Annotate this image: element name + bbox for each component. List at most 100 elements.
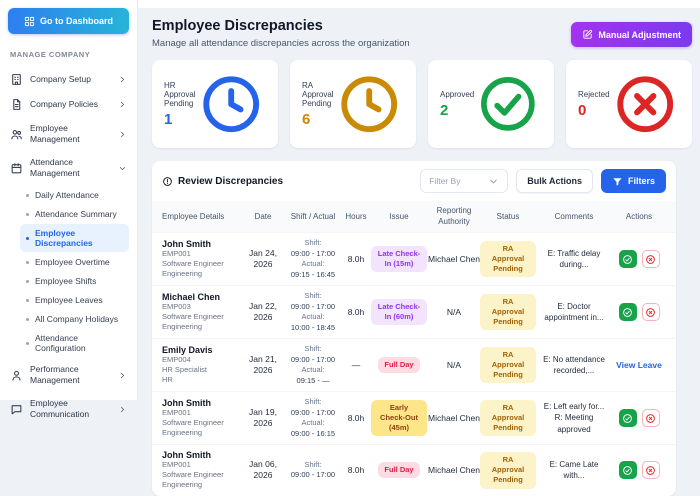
employee-dept: Engineering [162,322,203,332]
employee-details-cell: John Smith EMP001 Software Engineer Enginee… [162,398,242,438]
shift-label: Shift: [304,459,322,469]
issue-badge: Late Check-In (60m) [371,299,427,326]
sidebar-subitem-label: Employee Discrepancies [35,228,93,249]
comment-line: E: Came Late with... [549,459,599,481]
check-circle-icon [622,465,633,476]
filters-button[interactable]: Filters [600,169,666,194]
shift-value: 09:00 - 17:00 [290,301,336,311]
comment-line: R: Meeting approved [554,413,594,434]
users-icon [10,128,23,141]
manual-adjustment-button[interactable]: Manual Adjustment [571,22,692,47]
status-cell: RA Approval Pending [480,452,536,489]
alert-circle-icon [162,176,173,187]
actual-label: Actual: [301,418,325,428]
actual-label: Actual: [301,365,325,375]
sidebar-item-company-setup[interactable]: Company Setup [8,67,129,92]
x-circle-icon [645,254,656,265]
sidebar-item-employee-management[interactable]: Employee Management [8,117,129,151]
filter-by-placeholder: Filter By [429,176,461,187]
employee-name: John Smith [162,450,211,461]
column-header-shift-actual: Shift / Actual [290,211,336,221]
sidebar-item-employee-leaves[interactable]: Employee Leaves [20,291,129,309]
bulk-actions-button[interactable]: Bulk Actions [516,169,593,194]
stat-text: Approved 2 [440,90,474,119]
reject-button[interactable] [641,409,660,428]
sidebar-item-attendance-summary[interactable]: Attendance Summary [20,205,129,223]
sidebar-item-label: Employee Communication [30,398,90,420]
comment-line: E: Doctor appointment in... [544,301,604,323]
column-header-comments: Comments [554,211,594,221]
check-circle-icon [622,307,633,318]
stat-text: RA Approval Pending 6 [302,81,334,128]
employee-id: EMP001 [162,249,191,259]
employee-id: EMP004 [162,355,191,365]
bullet-dot [26,279,29,283]
bullet-dot [26,298,29,302]
stat-value: 0 [578,101,587,119]
shift-label: Shift: [304,291,322,301]
comments-cell: E: No attendance recorded,... [536,354,612,377]
shift-actual-cell: Shift: 09:00 - 17:00 Actual: 09:00 - 16:15 [284,397,342,439]
table-row: Michael Chen EMP003 Software Engineer Engin… [152,285,676,338]
filter-by-select[interactable]: Filter By [420,169,509,194]
reporting-authority-cell: Michael Chen [428,413,480,424]
review-discrepancies-card: Review Discrepancies Filter By Bulk Acti… [152,161,676,496]
chevron-right-icon [118,75,127,84]
date-cell: Jan 24, 2026 [249,247,277,270]
employee-name: John Smith [162,239,211,250]
sidebar-item-company-policies[interactable]: Company Policies [8,92,129,117]
reporting-authority-cell: Michael Chen [428,465,480,476]
table-row: Emily Davis EMP004 HR Specialist HR Jan 21, … [152,338,676,391]
bullet-dot [26,317,29,321]
table-row: John Smith EMP001 Software Engineer Enginee… [152,444,676,495]
reject-button[interactable] [641,461,660,480]
table-row: John Smith EMP001 Software Engineer Enginee… [152,232,676,285]
stat-card-rejected: Rejected 0 [566,60,692,149]
chevron-right-icon [118,130,127,139]
reject-button[interactable] [641,250,660,269]
sidebar-item-employee-communication[interactable]: Employee Communication [8,392,129,426]
check-circle-icon [622,254,633,265]
sidebar-item-employee-discrepancies[interactable]: Employee Discrepancies [20,224,129,253]
actual-value: 09:15 - — [296,375,330,385]
status-badge: RA Approval Pending [480,241,536,278]
employee-name: Michael Chen [162,292,221,303]
sidebar-subitem-label: Attendance Summary [35,209,117,220]
approve-button[interactable] [618,250,637,269]
hours-cell: 8.0h [347,254,365,265]
comments-cell: E: Left early for... R: Meeting approved [536,401,612,436]
approve-button[interactable] [618,409,637,428]
table-title-label: Review Discrepancies [178,175,284,187]
sidebar-item-attendance-configuration[interactable]: Attendance Configuration [20,329,129,357]
clock-icon [334,69,404,139]
status-badge: RA Approval Pending [480,452,536,489]
comment-line: E: Left early for... [543,401,605,411]
sidebar-item-daily-attendance[interactable]: Daily Attendance [20,186,129,204]
sidebar: Go to Dashboard MANAGE COMPANY Company S… [0,0,138,419]
view-leave-link[interactable]: View Leave [616,360,662,371]
sidebar-item-employee-overtime[interactable]: Employee Overtime [20,253,129,271]
sidebar-item-all-company-holidays[interactable]: All Company Holidays [20,310,129,328]
reject-button[interactable] [641,303,660,322]
sidebar-item-label: Attendance Management [30,157,80,179]
go-to-dashboard-button[interactable]: Go to Dashboard [8,8,129,34]
chevron-down-icon [488,176,499,187]
approve-button[interactable] [618,303,637,322]
sidebar-subitem-label: Daily Attendance [35,190,99,201]
employee-details-cell: John Smith EMP001 Software Engineer Enginee… [162,239,242,279]
go-to-dashboard-label: Go to Dashboard [39,16,113,26]
approve-button[interactable] [618,461,637,480]
actual-value: 09:00 - 16:15 [290,428,336,438]
sidebar-item-performance-management[interactable]: Performance Management [8,358,129,392]
shift-value: 09:00 - 17:00 [290,407,336,417]
hours-cell: — [351,360,361,371]
date-cell: Jan 06, 2026 [249,458,277,481]
sidebar-item-attendance-management[interactable]: Attendance Management [8,151,129,185]
employee-name: Emily Davis [162,345,213,356]
check-circle-icon [474,70,542,138]
sidebar-item-employee-shifts[interactable]: Employee Shifts [20,272,129,290]
shift-actual-cell: Shift: 09:00 - 17:00 Actual: 09:15 - — [284,344,342,386]
person-icon [10,369,23,382]
bullet-dot [26,260,29,264]
status-badge: RA Approval Pending [480,400,536,437]
